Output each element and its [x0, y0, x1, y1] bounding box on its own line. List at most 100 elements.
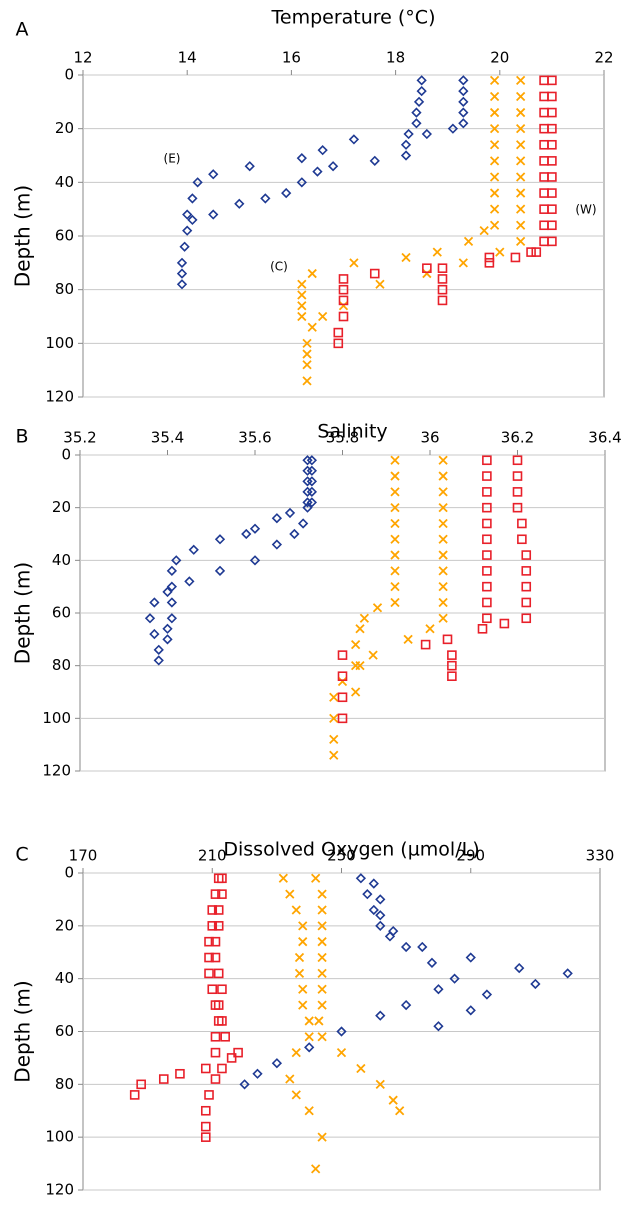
x-marker [390, 582, 400, 592]
x-tick-label: 16 [282, 49, 301, 67]
x-marker [285, 889, 295, 899]
square-marker [338, 295, 349, 306]
square-marker [482, 534, 492, 545]
diamond-marker [306, 486, 318, 497]
y-tick-label: 0 [64, 66, 74, 84]
x-tick-label: 36.2 [501, 429, 534, 447]
x-marker [489, 107, 500, 118]
x-marker [390, 597, 400, 608]
x-marker [304, 1032, 314, 1042]
diamond-marker [400, 941, 412, 953]
x-marker [422, 268, 432, 279]
x-marker [489, 75, 500, 86]
diamond-marker [271, 513, 283, 524]
x-marker [489, 140, 500, 150]
diamond-marker [426, 957, 438, 968]
x-marker [438, 455, 448, 465]
x-marker [304, 1106, 314, 1116]
x-marker [337, 676, 348, 687]
diamond-marker [458, 85, 469, 97]
x-marker [463, 236, 474, 247]
y-tick-label: 60 [55, 1022, 74, 1040]
x-marker [516, 75, 526, 86]
diamond-marker [153, 655, 164, 666]
x-tick-label: 35.8 [326, 429, 359, 447]
y-tick-label: 20 [55, 119, 74, 137]
diamond-marker [260, 193, 271, 204]
square-marker [338, 284, 349, 295]
diamond-marker [296, 153, 307, 164]
x-marker [350, 639, 361, 650]
series [337, 455, 532, 724]
square-marker [217, 984, 227, 995]
square-marker [369, 268, 380, 279]
x-tick-label: 35.2 [63, 429, 96, 447]
y-tick-label: 40 [55, 969, 74, 987]
square-marker [200, 1105, 211, 1116]
diamond-marker [416, 85, 427, 97]
x-marker [372, 603, 383, 613]
x-marker [516, 236, 526, 247]
x-marker [495, 247, 505, 257]
diamond-marker [348, 134, 360, 145]
x-tick-label: 170 [69, 847, 98, 865]
square-marker [217, 889, 227, 899]
x-marker [516, 172, 526, 182]
diamond-marker [327, 161, 339, 172]
diamond-marker [433, 1021, 444, 1032]
square-marker [512, 502, 523, 513]
square-marker [136, 1079, 146, 1090]
diamond-marker [388, 925, 399, 937]
x-marker [317, 1132, 327, 1142]
diamond-marker [241, 528, 252, 540]
diamond-marker [188, 544, 199, 555]
square-marker [213, 921, 224, 931]
square-marker [547, 139, 557, 150]
y-tick-label: 80 [52, 656, 71, 674]
square-marker [437, 284, 448, 295]
x-marker [317, 952, 327, 963]
x-marker [291, 1047, 301, 1058]
square-marker [547, 204, 557, 214]
x-marker [438, 471, 448, 481]
x-marker [403, 634, 413, 644]
diamond-marker [362, 889, 373, 900]
y-axis-label: Depth (m) [11, 562, 35, 664]
diamond-marker [355, 873, 367, 884]
x-marker [458, 258, 468, 268]
y-tick-label: 40 [55, 173, 74, 191]
series [278, 873, 405, 1174]
x-tick-label: 18 [386, 49, 405, 67]
diamond-marker [306, 465, 318, 476]
series [176, 75, 469, 290]
x-marker [489, 156, 500, 166]
square-marker [482, 597, 492, 608]
x-marker [317, 1000, 327, 1010]
series [129, 873, 243, 1142]
square-marker [521, 613, 532, 624]
square-marker [547, 107, 557, 118]
square-marker [207, 984, 218, 995]
diamond-marker [149, 597, 160, 608]
x-tick-label: 290 [456, 847, 485, 865]
diamond-marker [297, 518, 309, 529]
x-tick-label: 20 [490, 49, 509, 67]
diamond-marker [284, 507, 296, 519]
y-tick-label: 100 [42, 709, 71, 727]
square-marker [477, 623, 488, 634]
square-marker [204, 936, 214, 947]
diamond-marker [179, 241, 190, 252]
x-marker [390, 455, 400, 465]
square-marker [482, 471, 492, 481]
square-marker [210, 936, 221, 947]
x-marker [329, 713, 339, 723]
diamond-marker [375, 1010, 386, 1021]
square-marker [213, 1000, 224, 1010]
square-marker [337, 671, 348, 682]
diamond-marker [176, 257, 188, 268]
x-marker [317, 968, 327, 979]
square-marker [442, 634, 453, 645]
x-marker [297, 311, 307, 322]
x-marker [355, 661, 365, 671]
